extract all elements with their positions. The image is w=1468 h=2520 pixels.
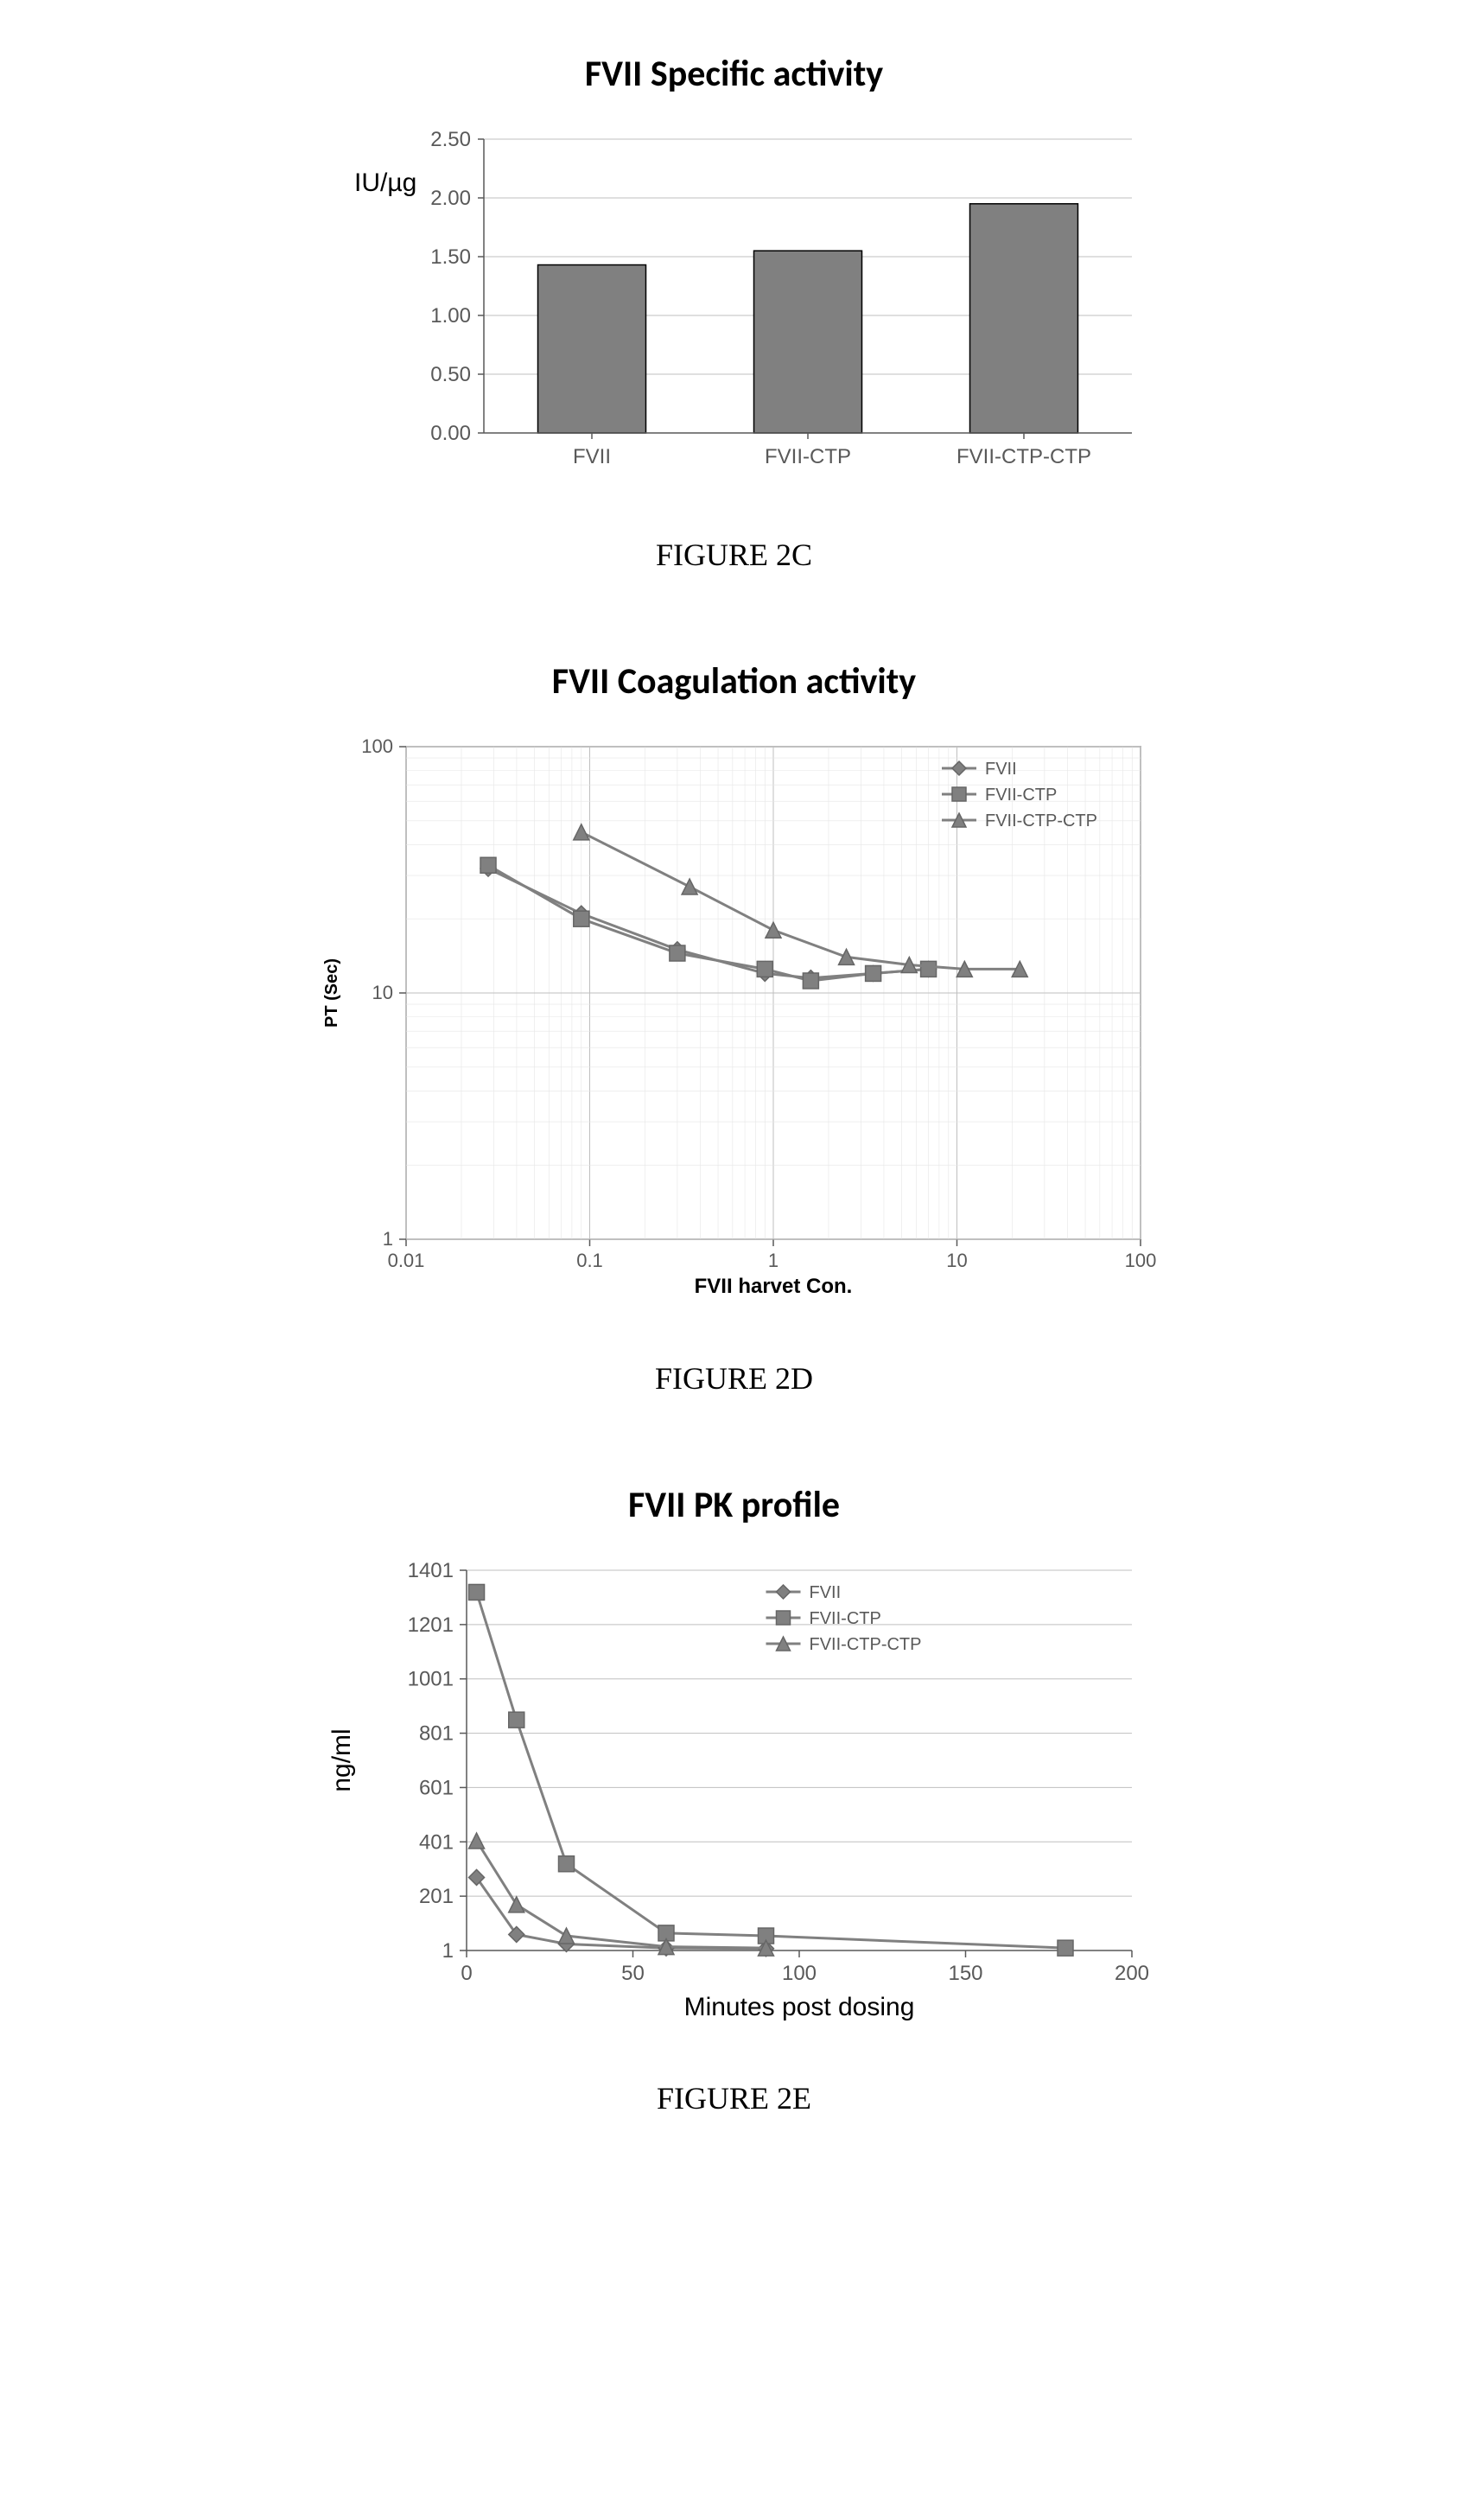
svg-text:1001: 1001	[407, 1668, 453, 1691]
svg-text:100: 100	[361, 735, 393, 757]
svg-text:201: 201	[418, 1885, 453, 1908]
svg-text:FVII-CTP: FVII-CTP	[809, 1609, 880, 1628]
svg-text:1401: 1401	[407, 1559, 453, 1582]
figure-2e-title: FVII PK profile	[628, 1483, 840, 1527]
figure-2c-block: FVII Specific activity 0.00 0.50 1.00 1.50 2…	[173, 52, 1295, 573]
svg-text:Minutes post dosing: Minutes post dosing	[683, 1993, 914, 2021]
svg-text:FVII-CTP-CTP: FVII-CTP-CTP	[956, 445, 1091, 468]
figure-2d-block: FVII Coagulation activity 0.01 0.1 1 10 100 1…	[173, 659, 1295, 1397]
figure-2d-title: FVII Coagulation activity	[552, 659, 916, 703]
svg-text:1.50: 1.50	[430, 245, 471, 269]
svg-text:PT (Sec): PT (Sec)	[322, 958, 341, 1028]
svg-text:100: 100	[1124, 1250, 1156, 1271]
svg-text:0.01: 0.01	[387, 1250, 424, 1271]
svg-text:100: 100	[781, 1962, 816, 1985]
svg-text:401: 401	[418, 1830, 453, 1854]
svg-text:10: 10	[946, 1250, 967, 1271]
figure-2c-title: FVII Specific activity	[585, 52, 883, 96]
svg-text:FVII: FVII	[985, 760, 1017, 779]
figure-2c-chart: 0.00 0.50 1.00 1.50 2.00 2.50 FVII FVII-CTP FVII…	[302, 122, 1166, 485]
figure-2e-block: FVII PK profile 120140160180110011201140…	[173, 1483, 1295, 2116]
svg-text:FVII-CTP: FVII-CTP	[985, 786, 1057, 805]
svg-text:FVII-CTP: FVII-CTP	[765, 445, 851, 468]
svg-text:FVII-CTP-CTP: FVII-CTP-CTP	[985, 811, 1097, 830]
svg-text:1201: 1201	[407, 1613, 453, 1637]
svg-text:1: 1	[442, 1939, 453, 1963]
svg-text:1: 1	[382, 1228, 392, 1250]
svg-text:150: 150	[948, 1962, 982, 1985]
svg-text:0: 0	[461, 1962, 472, 1985]
svg-text:801: 801	[418, 1722, 453, 1746]
svg-text:10: 10	[372, 982, 392, 1003]
svg-text:FVII: FVII	[572, 445, 610, 468]
svg-text:200: 200	[1114, 1962, 1148, 1985]
svg-text:FVII: FVII	[809, 1583, 841, 1602]
figure-2d-caption: FIGURE 2D	[655, 1360, 813, 1397]
svg-text:IU/µg: IU/µg	[354, 169, 416, 197]
svg-text:50: 50	[621, 1962, 645, 1985]
svg-text:0.1: 0.1	[576, 1250, 603, 1271]
svg-text:ng/ml: ng/ml	[327, 1728, 356, 1791]
svg-text:1.00: 1.00	[430, 304, 471, 328]
svg-text:FVII-CTP-CTP: FVII-CTP-CTP	[809, 1635, 921, 1654]
figure-2c-caption: FIGURE 2C	[656, 537, 812, 573]
svg-text:1: 1	[767, 1250, 778, 1271]
svg-text:0.50: 0.50	[430, 363, 471, 386]
svg-text:0.00: 0.00	[430, 422, 471, 445]
svg-text:601: 601	[418, 1776, 453, 1799]
figure-2e-caption: FIGURE 2E	[657, 2080, 811, 2116]
svg-text:2.50: 2.50	[430, 128, 471, 151]
figure-2d-chart: 0.01 0.1 1 10 100 1 10 100 FVII harvet Con. PT (S…	[302, 729, 1166, 1308]
svg-text:FVII harvet Con.: FVII harvet Con.	[694, 1275, 852, 1298]
figure-2e-chart: 1201401601801100112011401050100150200Min…	[302, 1553, 1166, 2028]
svg-text:2.00: 2.00	[430, 187, 471, 210]
